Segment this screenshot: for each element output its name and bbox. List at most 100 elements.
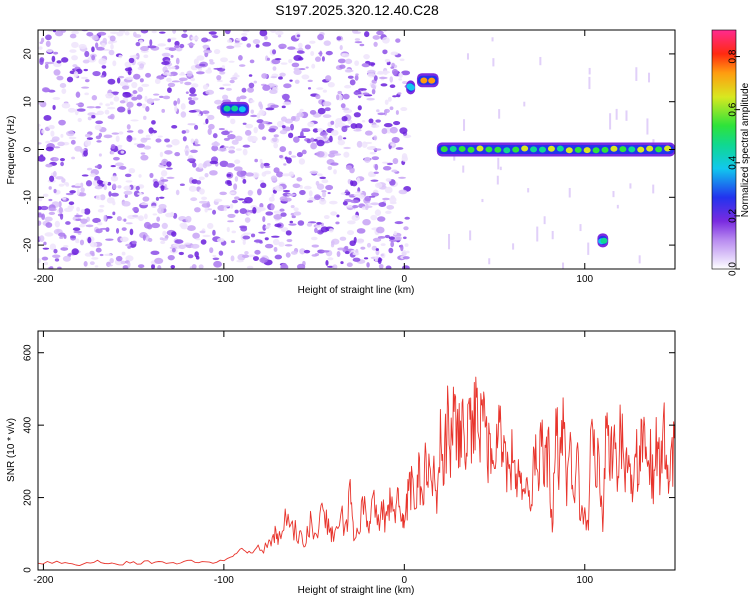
noise-blob [329, 200, 338, 205]
noise-blob [399, 127, 408, 134]
noise-blob [212, 257, 220, 261]
noise-blob [384, 58, 391, 63]
noise-blob [339, 236, 347, 241]
noise-blob [249, 99, 255, 103]
noise-blob [101, 65, 107, 69]
colorbar-gradient [711, 29, 737, 270]
noise-blob [228, 60, 235, 63]
noise-blob [234, 196, 240, 200]
noise-blob [71, 30, 80, 35]
noise-blob [309, 40, 316, 44]
noise-blob [201, 196, 208, 200]
noise-blob [384, 186, 393, 194]
noise-blob [371, 156, 380, 161]
noise-blob [333, 169, 337, 175]
noise-blob [58, 183, 65, 187]
noise-blob [389, 106, 394, 111]
noise-blob [241, 32, 248, 36]
noise-blob [167, 87, 172, 93]
noise-blob [358, 194, 365, 199]
noise-blob [133, 73, 141, 80]
noise-blob [87, 116, 92, 121]
tone-peak [530, 146, 538, 153]
noise-blob [362, 219, 371, 226]
noise-blob [71, 156, 76, 160]
noise-blob [274, 223, 282, 228]
noise-blob [201, 37, 209, 43]
noise-blob [282, 173, 291, 177]
noise-blob [395, 147, 404, 150]
noise-blob [256, 206, 266, 212]
noise-blob [160, 185, 165, 192]
noise-blob [60, 30, 67, 33]
noise-blob [234, 159, 241, 164]
noise-blob [47, 30, 55, 33]
noise-blob [239, 64, 246, 67]
noise-blob [38, 212, 42, 215]
noise-blob [402, 236, 407, 240]
noise-blob [193, 58, 199, 66]
noise-blob [232, 74, 240, 78]
tone-peak [574, 146, 582, 153]
noise-blob [132, 90, 138, 95]
noise-blob [340, 261, 344, 265]
noise-streak [551, 230, 554, 240]
spectrogram-y-tick-label: 10 [23, 96, 34, 108]
noise-blob [401, 265, 410, 269]
noise-blob [279, 155, 284, 159]
noise-blob [143, 213, 148, 220]
noise-blob [395, 110, 399, 115]
noise-blob [191, 264, 197, 269]
noise-blob [110, 175, 119, 182]
noise-blob [342, 201, 348, 206]
noise-blob [100, 74, 105, 78]
snr-x-tick-label: 100 [576, 575, 593, 586]
noise-blob [340, 103, 346, 109]
noise-blob [174, 239, 184, 244]
noise-blob [96, 46, 105, 51]
noise-blob [364, 31, 370, 38]
noise-blob [59, 213, 64, 220]
noise-blob [306, 200, 314, 203]
noise-blob [389, 84, 396, 88]
noise-blob [359, 43, 365, 47]
noise-blob [270, 235, 280, 238]
noise-blob [274, 58, 282, 61]
noise-streak [498, 109, 501, 119]
colorbar-tick-label: 0.4 [728, 155, 739, 169]
noise-blob [44, 216, 53, 222]
noise-blob [139, 63, 145, 69]
noise-blob [145, 72, 152, 78]
noise-blob [237, 198, 245, 201]
noise-blob [203, 44, 208, 50]
noise-blob [198, 176, 205, 181]
noise-blob [91, 54, 96, 61]
noise-blob [285, 252, 291, 258]
snr-y-tick-label: 600 [23, 344, 34, 361]
noise-blob [185, 129, 190, 134]
tone-peak [428, 77, 436, 84]
noise-blob [235, 148, 242, 151]
figure-title: S197.2025.320.12.40.C28 [275, 2, 439, 18]
noise-blob [68, 201, 75, 206]
noise-blob [119, 30, 126, 34]
noise-blob [154, 78, 161, 85]
noise-blob [311, 63, 316, 69]
noise-blob [124, 61, 132, 68]
noise-blob [43, 261, 49, 266]
noise-blob [45, 140, 51, 144]
noise-blob [242, 148, 248, 156]
noise-blob [259, 240, 263, 244]
snr-x-ticks: -200 -100 0 100 [33, 331, 594, 586]
noise-blob [214, 99, 223, 105]
noise-blob [115, 227, 120, 234]
noise-blob [290, 205, 295, 209]
tone-peak [628, 146, 636, 153]
noise-blob [127, 70, 132, 76]
noise-blob [206, 222, 214, 230]
noise-blob [337, 90, 343, 95]
noise-blob [341, 107, 350, 111]
noise-blob [382, 197, 390, 201]
noise-blob [205, 69, 213, 74]
noise-blob [198, 163, 204, 169]
